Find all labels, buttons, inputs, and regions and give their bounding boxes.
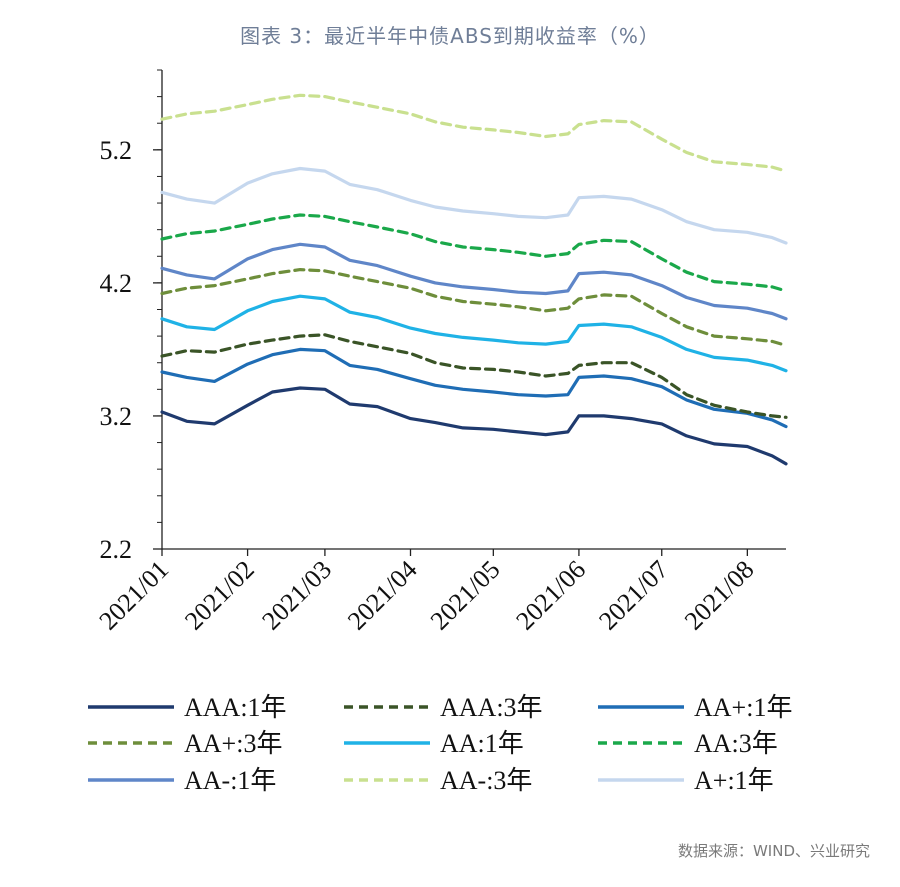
series-line: [160, 242, 788, 321]
series-line: [160, 213, 788, 293]
legend-label: A+:1年: [694, 766, 774, 795]
y-tick-label: 5.2: [100, 136, 133, 165]
x-tick-label: 2021/04: [342, 555, 423, 636]
legend-label: AA:3年: [694, 729, 778, 758]
legend-label: AA-:1年: [184, 766, 276, 795]
series-lines: [160, 93, 788, 466]
chart-title: 图表 3：最近半年中债ABS到期收益率（%）: [240, 24, 660, 48]
source-note: 数据来源：WIND、兴业研究: [677, 842, 870, 860]
series-line: [160, 333, 788, 419]
legend-label: AA:1年: [440, 729, 524, 758]
series-line: [160, 386, 788, 466]
legend-label: AA+:3年: [184, 729, 282, 758]
series-line: [160, 268, 788, 347]
series-line: [160, 294, 788, 373]
series-line: [160, 93, 788, 173]
y-tick-label: 2.2: [100, 535, 133, 564]
x-tick-label: 2021/06: [510, 555, 591, 636]
y-tick-label: 3.2: [100, 402, 133, 431]
legend: AAA:1年 AAA:3年 AA+:1年 AA+:3年 AA:1年 AA:3年 AA-:1年…: [88, 693, 792, 795]
series-line: [160, 347, 788, 429]
legend-label: AA+:1年: [694, 693, 792, 722]
legend-label: AA-:3年: [440, 766, 532, 795]
y-tick-label: 4.2: [100, 269, 133, 298]
legend-label: AAA:1年: [184, 693, 287, 722]
x-tick-label: 2021/08: [679, 555, 760, 636]
x-tick-label: 2021/02: [179, 555, 260, 636]
x-tick-label: 2021/05: [425, 555, 506, 636]
x-tick-label: 2021/07: [593, 555, 674, 636]
x-tick-label: 2021/03: [256, 555, 337, 636]
legend-label: AAA:3年: [440, 693, 543, 722]
series-line: [160, 166, 788, 245]
x-tick-label: 2021/01: [93, 555, 174, 636]
